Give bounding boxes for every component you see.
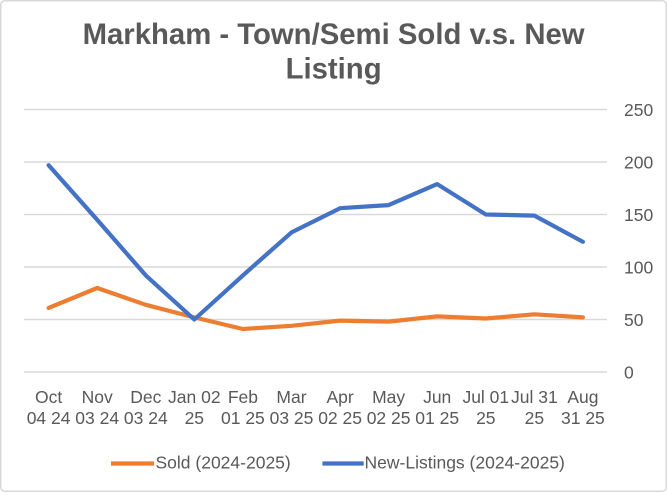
svg-text:0: 0 xyxy=(624,362,634,382)
svg-text:New-Listings (2024-2025): New-Listings (2024-2025) xyxy=(365,453,565,473)
svg-text:250: 250 xyxy=(624,100,653,120)
svg-text:Sold (2024-2025): Sold (2024-2025) xyxy=(156,453,291,473)
svg-text:200: 200 xyxy=(624,152,653,172)
svg-text:50: 50 xyxy=(624,310,644,330)
svg-text:Markham - Town/Semi Sold v.s.: Markham - Town/Semi Sold v.s. New xyxy=(83,18,585,51)
svg-text:Listing: Listing xyxy=(286,52,382,85)
svg-text:150: 150 xyxy=(624,205,653,225)
svg-text:100: 100 xyxy=(624,257,653,277)
